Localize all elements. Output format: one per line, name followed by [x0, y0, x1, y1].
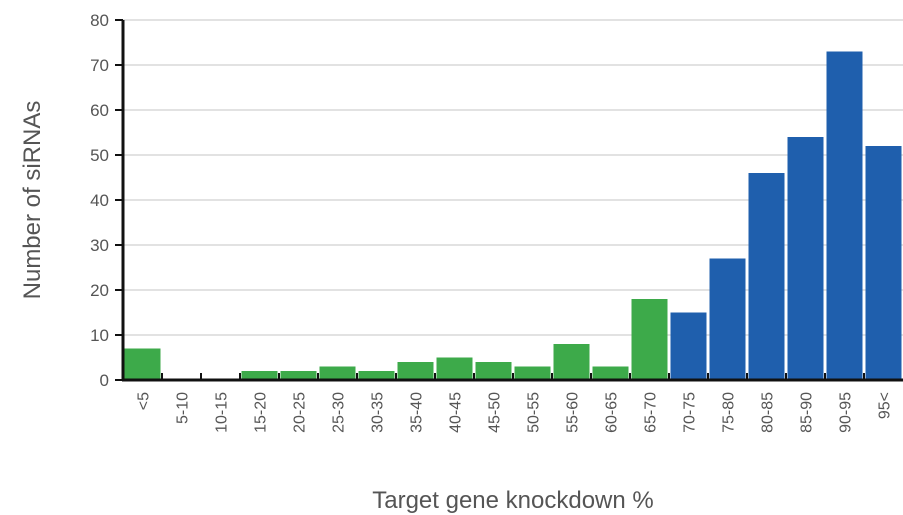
bar — [631, 299, 668, 380]
gridlines — [123, 19, 903, 336]
x-tick-label: 65-70 — [643, 392, 660, 433]
bar — [709, 258, 746, 380]
y-tick-label: 20 — [90, 281, 109, 300]
x-tick-label: 35-40 — [409, 392, 426, 433]
x-tick-label: 95< — [877, 392, 894, 419]
x-tick-label: 75-80 — [721, 392, 738, 433]
bar — [319, 366, 356, 380]
bar — [592, 366, 629, 380]
y-tick-label: 10 — [90, 326, 109, 345]
x-tick-label: 70-75 — [682, 392, 699, 433]
bar — [748, 173, 785, 380]
x-tick-label: 90-95 — [838, 392, 855, 433]
y-tick-label: 50 — [90, 146, 109, 165]
x-tick-label: 80-85 — [760, 392, 777, 433]
x-tick-label: 25-30 — [331, 392, 348, 433]
x-axis-ticks: <5 5-10 10-15 15-20 20-25 25-30 30-35 35-40 40-4… — [122, 373, 894, 433]
bar — [280, 371, 317, 380]
bar — [865, 146, 902, 380]
bar — [475, 362, 512, 380]
y-tick-label: 60 — [90, 101, 109, 120]
bar — [358, 371, 395, 380]
bar — [436, 357, 473, 380]
y-tick-label: 0 — [100, 371, 109, 390]
y-tick-label: 30 — [90, 236, 109, 255]
y-tick-label: 80 — [90, 11, 109, 30]
x-tick-label: 30-35 — [370, 392, 387, 433]
x-tick-label: 85-90 — [799, 392, 816, 433]
bar — [241, 371, 278, 380]
y-tick-label: 70 — [90, 56, 109, 75]
x-tick-label: 45-50 — [487, 392, 504, 433]
bar — [397, 362, 434, 380]
x-axis-label: Target gene knockdown % — [372, 487, 654, 514]
bar — [826, 51, 863, 380]
bar — [514, 366, 551, 380]
x-tick-label: 50-55 — [526, 392, 543, 433]
x-tick-label: 40-45 — [448, 392, 465, 433]
bars — [124, 51, 902, 380]
x-tick-label: 10-15 — [214, 392, 231, 433]
x-tick-label: 5-10 — [175, 392, 192, 424]
bar — [124, 348, 161, 380]
y-axis-label: Number of siRNAs — [19, 101, 46, 300]
x-tick-label: 20-25 — [292, 392, 309, 433]
x-tick-label: 55-60 — [565, 392, 582, 433]
x-tick-label: 15-20 — [253, 392, 270, 433]
bar — [670, 312, 707, 380]
y-tick-label: 40 — [90, 191, 109, 210]
x-tick-label: <5 — [136, 392, 153, 410]
y-axis-ticks: 0 10 20 30 40 50 60 70 80 — [90, 11, 123, 390]
bar — [787, 137, 824, 380]
bar — [553, 344, 590, 380]
x-tick-label: 60-65 — [604, 392, 621, 433]
